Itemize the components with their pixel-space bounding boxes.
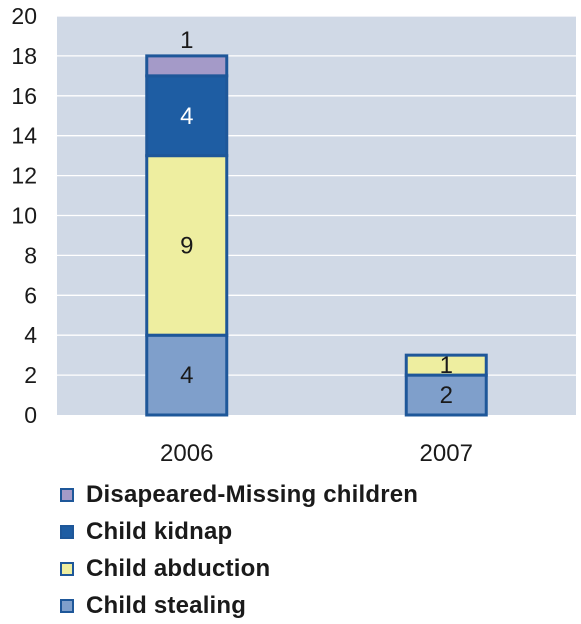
y-tick-label-2: 2	[24, 362, 37, 388]
legend-label-missing: Disapeared-Missing children	[86, 480, 419, 508]
bar-2006-disapeared-missing-children	[145, 54, 229, 78]
data-label-2006-child-stealing: 4	[180, 362, 193, 389]
x-tick-label-2006: 2006	[160, 440, 213, 467]
chart-plot: 0 2 4 6 8 10 12 14 16 18 20 4 9 4 1 2006 2 1 2007	[11, 3, 576, 467]
y-tick-label-12: 12	[11, 163, 37, 189]
data-label-2006-child-kidnap: 4	[180, 103, 193, 130]
legend-label-stealing: Child stealing	[86, 591, 247, 619]
data-label-2006-child-abduction: 9	[180, 232, 193, 259]
data-label-2007-child-stealing: 2	[440, 382, 453, 409]
legend-swatch-kidnap	[60, 524, 74, 539]
y-tick-label-10: 10	[11, 203, 37, 229]
y-tick-label-0: 0	[24, 402, 37, 428]
bar-2007-child-abduction	[404, 353, 488, 377]
data-label-2006-disapeared-missing-children: 1	[180, 27, 193, 54]
y-tick-label-16: 16	[11, 83, 37, 109]
bar-2006-child-stealing	[145, 333, 229, 417]
legend-item-missing: Disapeared-Missing children	[60, 476, 418, 513]
legend-item-stealing: Child stealing	[60, 587, 418, 624]
y-tick-label-20: 20	[11, 3, 37, 29]
y-tick-label-18: 18	[11, 43, 37, 69]
bar-2006-child-kidnap	[145, 74, 229, 158]
y-tick-label-14: 14	[11, 123, 37, 149]
legend-item-abduction: Child abduction	[60, 550, 418, 587]
legend-swatch-abduction	[60, 561, 74, 576]
data-label-2007-child-abduction: 1	[440, 352, 453, 379]
bar-2007-child-stealing	[404, 373, 488, 417]
legend-swatch-stealing	[60, 598, 74, 613]
legend-swatch-missing	[60, 487, 74, 502]
legend-label-abduction: Child abduction	[86, 554, 271, 582]
bar-2006-child-abduction	[145, 154, 229, 337]
y-tick-label-6: 6	[24, 282, 37, 308]
legend-item-kidnap: Child kidnap	[60, 513, 418, 550]
y-tick-label-8: 8	[24, 242, 37, 268]
legend-label-kidnap: Child kidnap	[86, 517, 233, 545]
x-tick-label-2007: 2007	[420, 440, 473, 467]
y-tick-label-4: 4	[24, 322, 37, 348]
legend: Disapeared-Missing children Child kidnap…	[60, 476, 418, 624]
